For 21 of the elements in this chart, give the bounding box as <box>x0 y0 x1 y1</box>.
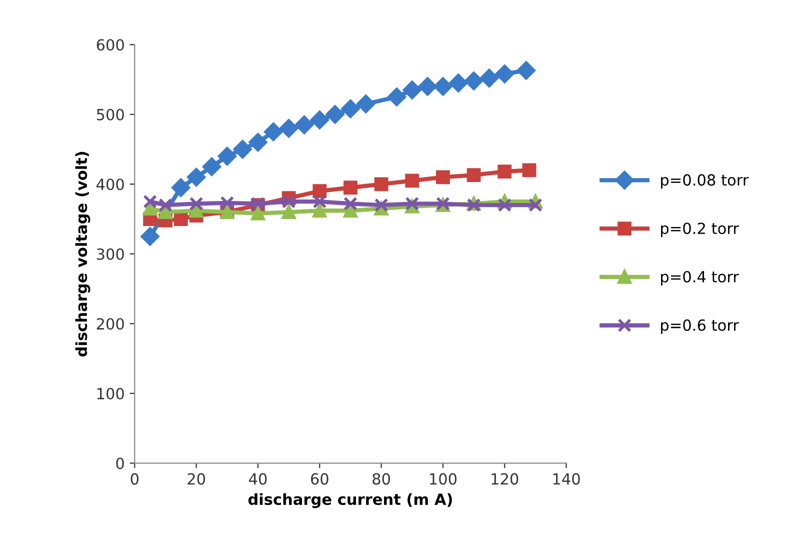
x-tick-label: 60 <box>310 473 328 485</box>
legend-label: p=0.2 torr <box>661 222 739 238</box>
x-tick-label: 140 <box>553 473 580 485</box>
x-tick-label: 0 <box>130 473 138 485</box>
x-tick-label: 40 <box>248 473 267 485</box>
y-tick-label: 200 <box>96 318 124 330</box>
y-tick-label: 300 <box>96 248 124 260</box>
y-axis-title: discharge voltage (volt) <box>75 152 90 356</box>
y-tick-label: 500 <box>96 108 124 120</box>
legend-label: p=0.6 torr <box>661 319 739 334</box>
x-tick-label: 80 <box>372 473 390 485</box>
y-tick-label: 400 <box>96 178 124 190</box>
x-tick-label: 20 <box>188 473 206 485</box>
legend-label: p=0.08 torr <box>661 174 749 189</box>
y-tick-label: 100 <box>97 388 124 400</box>
x-tick-label: 100 <box>430 473 457 485</box>
x-tick-label: 120 <box>492 473 518 485</box>
y-tick-label: 600 <box>96 39 124 51</box>
x-axis-title: discharge current (m A) <box>248 493 452 508</box>
legend-label: p=0.4 torr <box>661 270 739 286</box>
y-tick-label: 0 <box>116 458 124 470</box>
